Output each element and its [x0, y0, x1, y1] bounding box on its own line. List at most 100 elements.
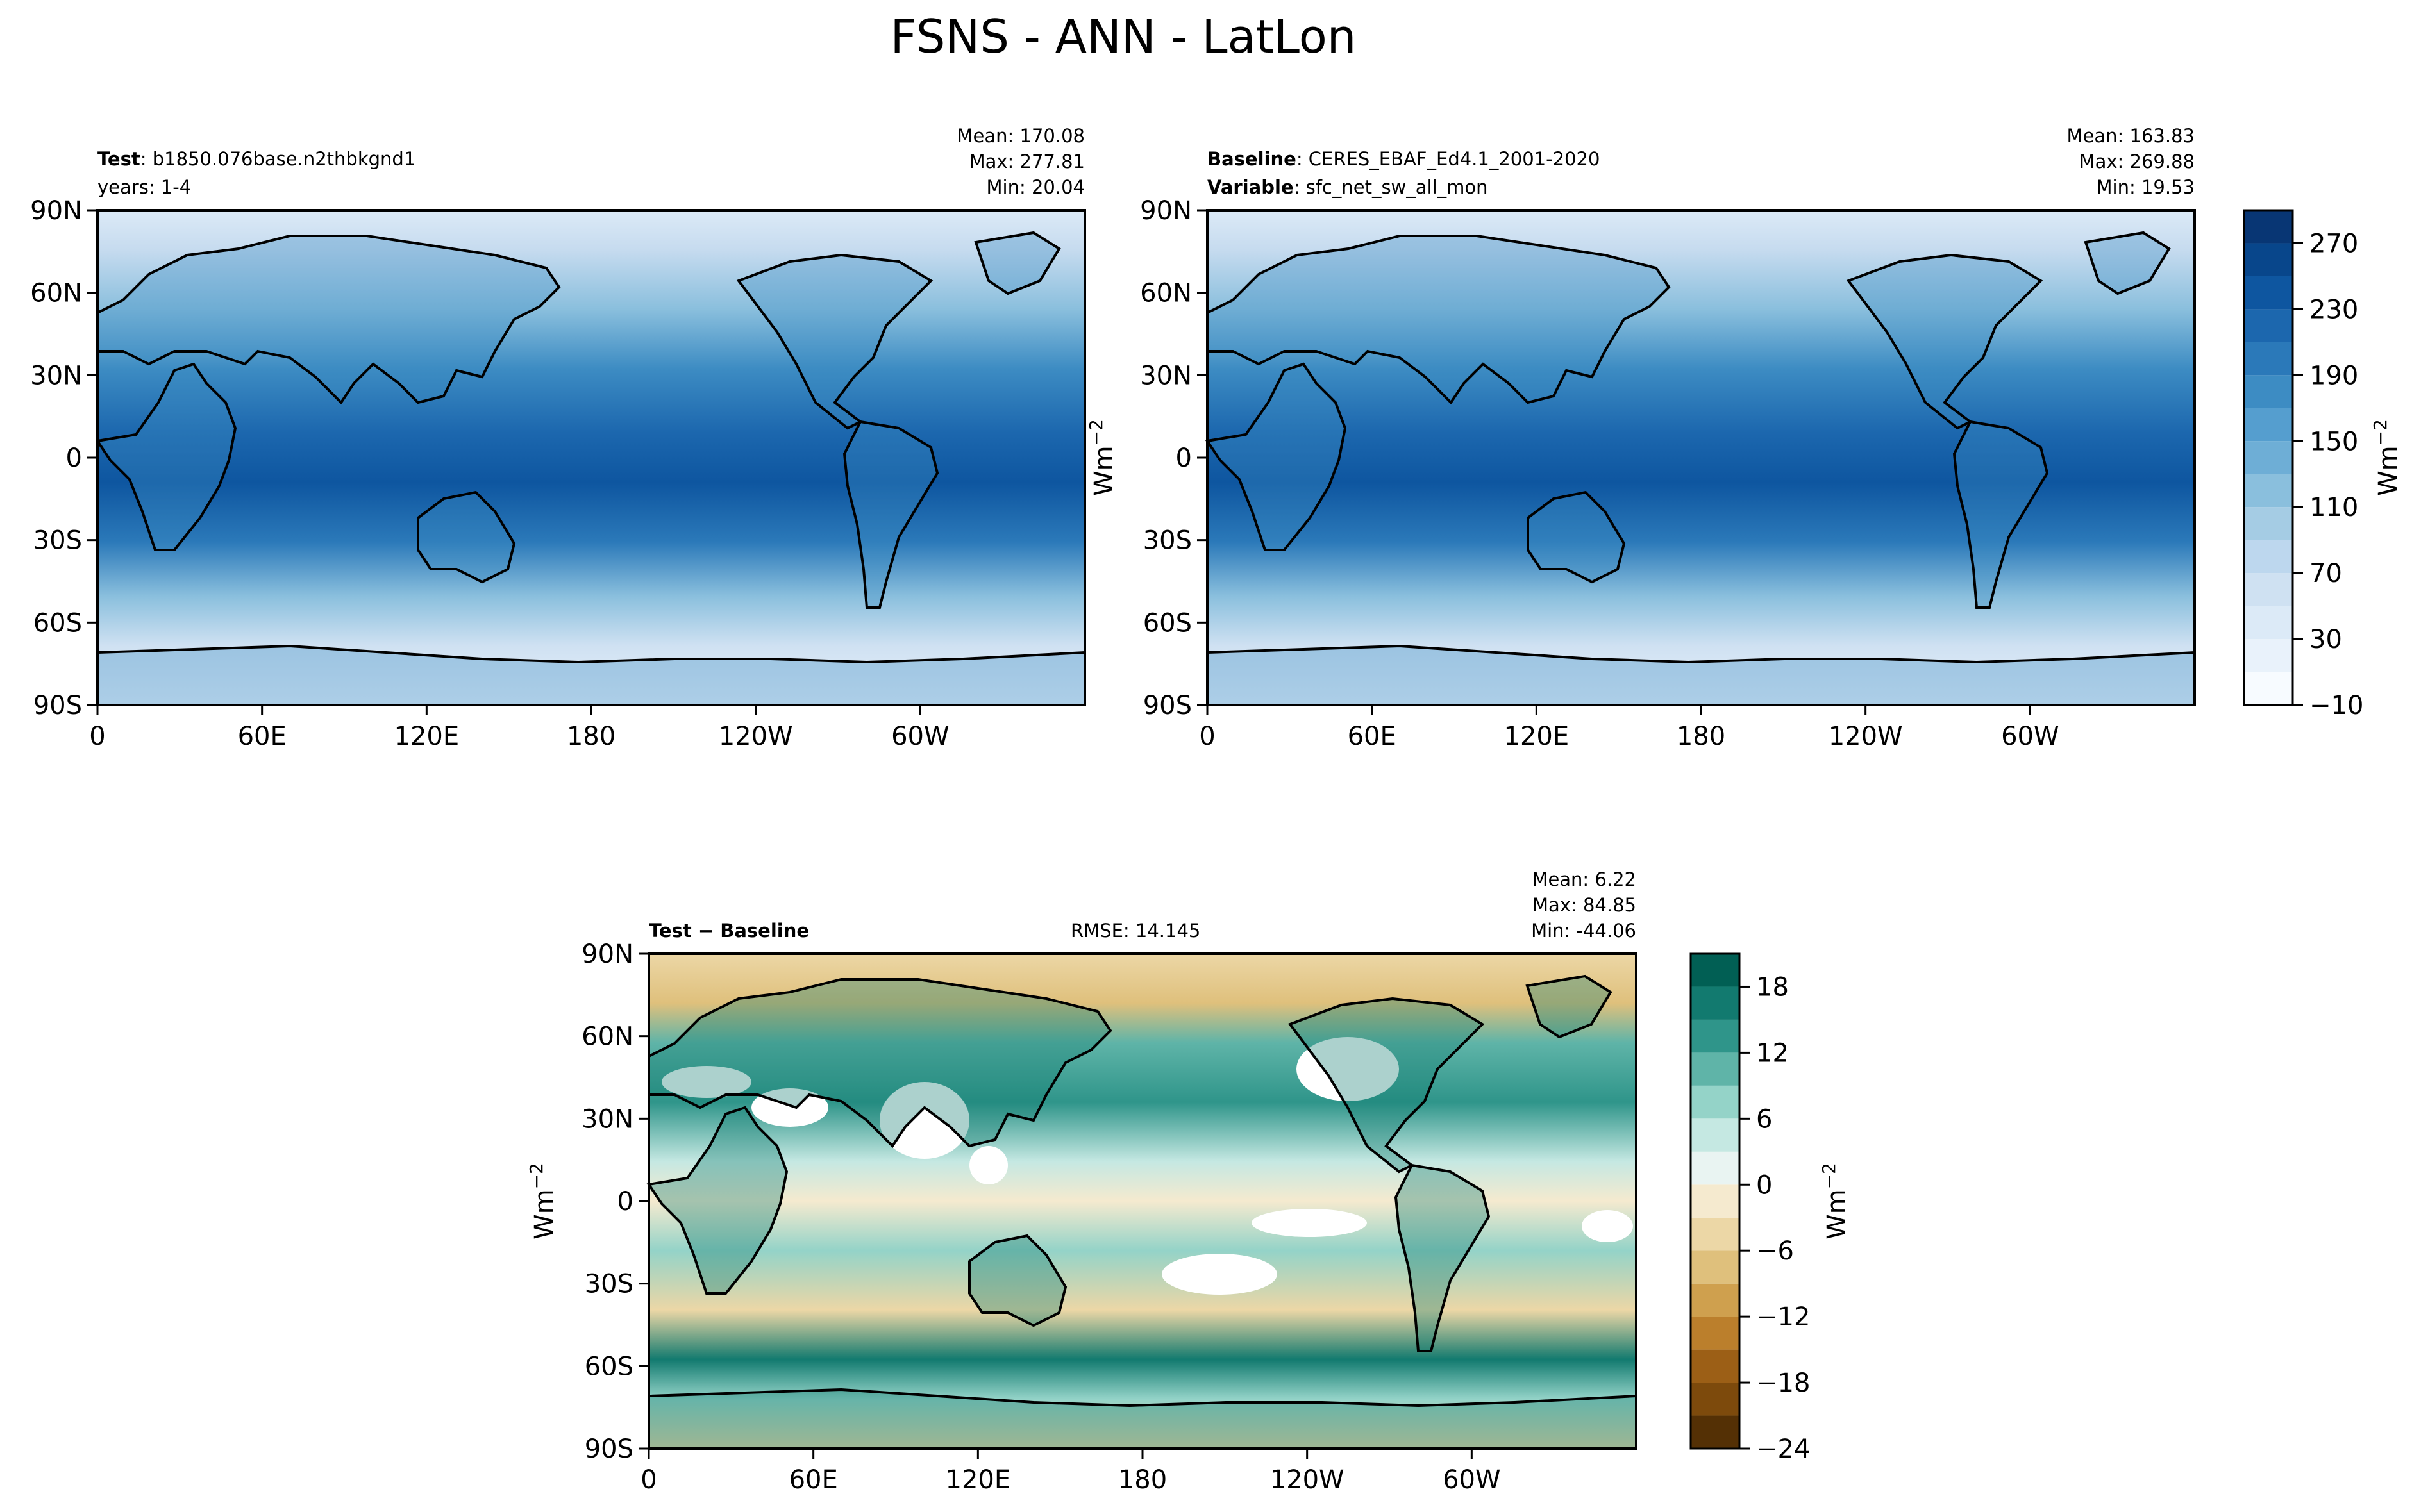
- lon-tick-label: 60E: [238, 722, 287, 751]
- colorbar-tick-label: 18: [1756, 972, 1789, 1002]
- colorbar-tick-label: −10: [2309, 691, 2363, 720]
- colorbar-diff-frame: [1689, 952, 1741, 1450]
- lat-tick-label: 90S: [33, 691, 82, 720]
- colorbar-tick-label: 270: [2309, 229, 2358, 258]
- colorbar-swatch: [1691, 1151, 1739, 1185]
- colorbar-swatch: [2244, 540, 2293, 574]
- lon-tick-label: 180: [567, 722, 616, 751]
- colorbar-swatch: [1691, 1118, 1739, 1152]
- diff-min: Min: -44.06: [1531, 920, 1636, 942]
- colorbar-tick-label: 6: [1756, 1104, 1772, 1134]
- colorbar-diff-swatches: [1691, 954, 1739, 1449]
- colorbar-tick-label: 12: [1756, 1038, 1789, 1068]
- lat-tick-label: 60S: [1143, 608, 1192, 638]
- lat-tick-label: 60S: [33, 608, 82, 638]
- baseline-label: Baseline: CERES_EBAF_Ed4.1_2001-2020: [1207, 148, 1600, 170]
- lat-tick-label: 30N: [1140, 361, 1192, 390]
- lon-tick-label: 120W: [1829, 722, 1903, 751]
- colorbar-swatch: [1691, 1217, 1739, 1251]
- colorbar-swatch: [2244, 573, 2293, 606]
- colorbar-tick-label: −24: [1756, 1434, 1810, 1464]
- diff-max: Max: 84.85: [1532, 894, 1636, 916]
- baseline-min: Min: 19.53: [2097, 176, 2195, 198]
- lat-tick-label: 0: [617, 1187, 633, 1217]
- colorbar-swatch: [2244, 507, 2293, 540]
- lat-tick-label: 90S: [585, 1434, 633, 1464]
- lon-ticks-test: 0 60E 120E 180 120W 60W: [89, 705, 950, 751]
- colorbar-swatch: [1691, 1250, 1739, 1284]
- colorbar-swatch: [2244, 276, 2293, 310]
- lat-tick-label: 90N: [30, 196, 82, 226]
- colorbar-swatch: [2244, 243, 2293, 276]
- colorbar-swatch: [1691, 954, 1739, 987]
- test-min: Min: 20.04: [987, 176, 1085, 198]
- colorbar-diff: 18 12 6 0 −6 −12 −18 −24: [1689, 952, 1810, 1464]
- lat-tick-label: 0: [66, 444, 82, 473]
- colorbar-main-frame: [2243, 209, 2294, 706]
- lat-tick-label: 90S: [1143, 691, 1192, 720]
- colorbar-diff-unit: Wm−2: [1818, 1163, 1852, 1240]
- test-years: years: 1-4: [97, 176, 191, 198]
- colorbar-swatch: [1691, 1019, 1739, 1053]
- colorbar-swatch: [1691, 1383, 1739, 1416]
- diff-mean: Mean: 6.22: [1532, 868, 1636, 890]
- colorbar-swatch: [1691, 1317, 1739, 1350]
- unit-label-baseline: Wm−2: [1085, 419, 1119, 496]
- colorbar-swatch: [1691, 1415, 1739, 1449]
- lon-tick-label: 0: [641, 1465, 657, 1495]
- lon-tick-label: 0: [89, 722, 105, 751]
- colorbar-swatch: [1691, 1283, 1739, 1317]
- colorbar-tick-label: 0: [1756, 1170, 1772, 1200]
- test-mean: Mean: 170.08: [957, 125, 1085, 147]
- colorbar-swatch: [2244, 639, 2293, 672]
- colorbar-main-unit: Wm−2: [2370, 419, 2403, 496]
- diff-rmse: RMSE: 14.145: [1071, 920, 1200, 942]
- baseline-variable: Variable: sfc_net_sw_all_mon: [1207, 176, 1488, 198]
- colorbar-main: 270 230 190 150 110 70 30 −10: [2243, 209, 2363, 720]
- colorbar-tick-label: −18: [1756, 1368, 1810, 1398]
- colorbar-swatch: [2244, 309, 2293, 342]
- baseline-max: Max: 269.88: [2079, 151, 2195, 172]
- lon-tick-label: 120W: [719, 722, 793, 751]
- lat-tick-label: 60S: [585, 1352, 633, 1381]
- colorbar-main-swatches: [2244, 210, 2293, 705]
- lon-tick-label: 60W: [891, 722, 949, 751]
- lon-tick-label: 120E: [1504, 722, 1570, 751]
- lat-tick-label: 90N: [582, 940, 633, 969]
- colorbar-tick-label: 230: [2309, 295, 2358, 324]
- colorbar-swatch: [1691, 1052, 1739, 1086]
- lon-ticks-baseline: 0 60E 120E 180 120W 60W: [1199, 705, 2059, 751]
- colorbar-tick-label: 110: [2309, 493, 2358, 522]
- colorbar-swatch: [2244, 375, 2293, 408]
- test-max: Max: 277.81: [969, 151, 1085, 172]
- colorbar-main-ticks: 270 230 190 150 110 70 30 −10: [2293, 229, 2363, 720]
- lon-tick-label: 60W: [1443, 1465, 1500, 1495]
- colorbar-tick-label: 30: [2309, 625, 2342, 654]
- lat-ticks-baseline: 90N 60N 30N 0 30S 60S 90S: [1140, 196, 1207, 720]
- colorbar-swatch: [1691, 1349, 1739, 1383]
- colorbar-diff-ticks: 18 12 6 0 −6 −12 −18 −24: [1739, 972, 1810, 1464]
- lat-tick-label: 30N: [30, 361, 82, 390]
- colorbar-swatch: [1691, 1184, 1739, 1218]
- lat-ticks-test: 90N 60N 30N 0 30S 60S 90S: [30, 196, 97, 720]
- lon-tick-label: 120W: [1270, 1465, 1344, 1495]
- unit-label-diff: Wm−2: [526, 1163, 559, 1240]
- colorbar-swatch: [2244, 474, 2293, 508]
- lat-tick-label: 60N: [582, 1022, 633, 1052]
- colorbar-swatch: [2244, 441, 2293, 474]
- lat-tick-label: 30N: [582, 1104, 633, 1134]
- lat-tick-label: 90N: [1140, 196, 1192, 226]
- colorbar-tick-label: 70: [2309, 559, 2342, 588]
- test-label: Test: b1850.076base.n2thbkgnd1: [97, 148, 415, 170]
- panel-baseline: 90N 60N 30N 0 30S 60S 90S 0 60E 120E 180 120W 60W: [1140, 196, 2196, 751]
- panel-diff: 90N 60N 30N 0 30S 60S 90S 0 60E 120E 180 120W 60W: [582, 940, 1637, 1495]
- colorbar-swatch: [2244, 672, 2293, 705]
- colorbar-swatch: [2244, 606, 2293, 640]
- lat-ticks-diff: 90N 60N 30N 0 30S 60S 90S: [582, 940, 649, 1464]
- lat-tick-label: 0: [1176, 444, 1192, 473]
- colorbar-tick-label: −12: [1756, 1302, 1810, 1332]
- colorbar-tick-label: 190: [2309, 361, 2358, 390]
- lon-tick-label: 60W: [2001, 722, 2059, 751]
- colorbar-swatch: [2244, 342, 2293, 376]
